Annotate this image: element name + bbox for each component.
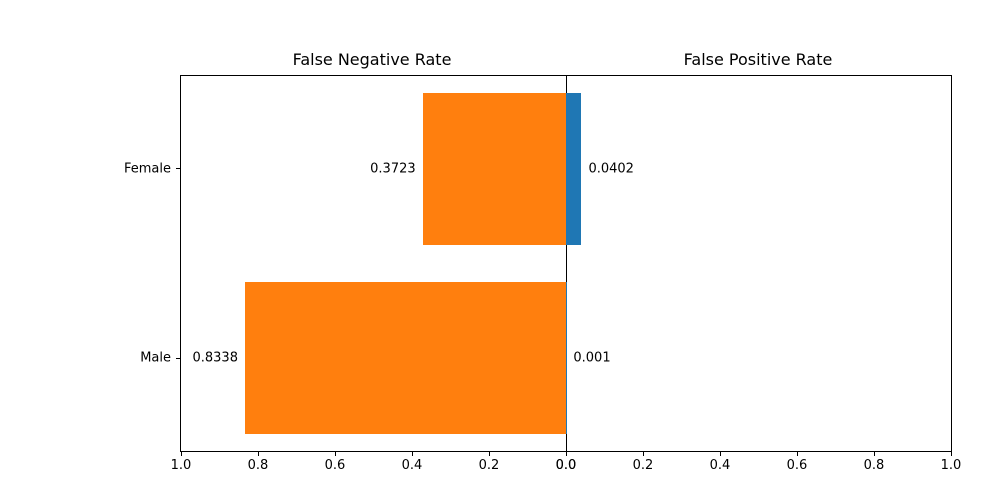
x-tick-right-4: 0.8 bbox=[863, 458, 885, 473]
y-tick-male-mark bbox=[176, 357, 180, 359]
value-label-female-fnr: 0.3723 bbox=[370, 161, 416, 177]
bar-female-fnr bbox=[422, 93, 566, 245]
y-tick-label-male: Male bbox=[140, 350, 171, 366]
x-tick-right-0-mark bbox=[565, 452, 567, 456]
x-tick-right-1-mark bbox=[642, 452, 644, 456]
value-label-female-fpr: 0.0402 bbox=[588, 161, 634, 177]
value-label-male-fpr: 0.001 bbox=[573, 350, 611, 366]
value-label-male-fnr: 0.8338 bbox=[192, 350, 238, 366]
x-tick-right-5-mark bbox=[950, 452, 952, 456]
right-chart-title: False Positive Rate bbox=[683, 50, 833, 69]
left-chart-title: False Negative Rate bbox=[292, 50, 452, 69]
y-tick-label-female: Female bbox=[123, 161, 171, 177]
x-tick-left-4-mark bbox=[488, 452, 490, 456]
x-tick-right-5: 1.0 bbox=[940, 458, 962, 473]
y-tick-female-mark bbox=[176, 168, 180, 170]
x-tick-right-2: 0.4 bbox=[709, 458, 731, 473]
bar-female-fpr bbox=[566, 93, 582, 245]
x-tick-left-2-mark bbox=[334, 452, 336, 456]
x-tick-left-0: 1.0 bbox=[170, 458, 192, 473]
x-tick-right-2-mark bbox=[719, 452, 721, 456]
x-tick-left-4: 0.2 bbox=[478, 458, 500, 473]
x-tick-left-2: 0.6 bbox=[324, 458, 346, 473]
x-tick-right-3: 0.6 bbox=[786, 458, 808, 473]
bar-male-fnr bbox=[244, 282, 566, 434]
center-axis-line bbox=[565, 76, 567, 451]
x-tick-left-3-mark bbox=[411, 452, 413, 456]
plot-area: 0.3723 0.8338 0.0402 0.001 1.0 0.8 0.6 0.4 0.2 0.… bbox=[124, 75, 961, 473]
x-tick-left-0-mark bbox=[180, 452, 182, 456]
x-tick-right-1: 0.2 bbox=[632, 458, 654, 473]
x-tick-left-5: 0.0 bbox=[555, 458, 577, 473]
x-tick-left-1: 0.8 bbox=[247, 458, 269, 473]
x-tick-left-3: 0.4 bbox=[401, 458, 423, 473]
x-tick-right-0: 0.0 bbox=[555, 458, 577, 473]
x-tick-right-3-mark bbox=[796, 452, 798, 456]
x-tick-left-1-mark bbox=[257, 452, 259, 456]
x-tick-right-4-mark bbox=[873, 452, 875, 456]
